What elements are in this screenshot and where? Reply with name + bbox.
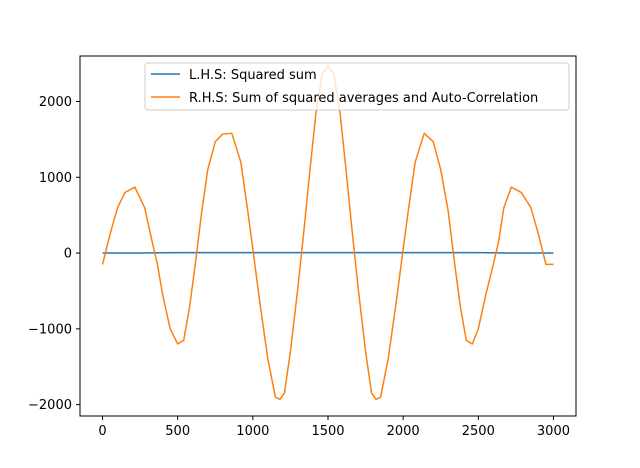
y-tick-label: −2000 <box>28 398 72 413</box>
y-axis-ticks: −2000 −1000 0 1000 2000 <box>28 95 80 413</box>
y-tick-label: −1000 <box>28 322 72 337</box>
legend-label-rhs: R.H.S: Sum of squared averages and Auto-… <box>189 91 538 106</box>
x-tick-label: 0 <box>98 424 106 439</box>
legend: L.H.S: Squared sum R.H.S: Sum of squared… <box>144 62 570 111</box>
x-tick-label: 500 <box>165 424 190 439</box>
x-axis-ticks: 0 500 1000 1500 2000 2500 3000 <box>98 416 570 439</box>
y-tick-label: 1000 <box>39 171 72 186</box>
x-tick-label: 2000 <box>387 424 420 439</box>
y-tick-label: 2000 <box>39 95 72 110</box>
y-tick-label: 0 <box>64 247 72 262</box>
legend-label-lhs: L.H.S: Squared sum <box>189 68 317 83</box>
x-tick-label: 2500 <box>462 424 495 439</box>
legend-box <box>144 62 570 111</box>
x-tick-label: 1500 <box>311 424 344 439</box>
x-tick-label: 3000 <box>537 424 570 439</box>
plot-frame <box>79 55 577 417</box>
x-tick-label: 1000 <box>236 424 269 439</box>
